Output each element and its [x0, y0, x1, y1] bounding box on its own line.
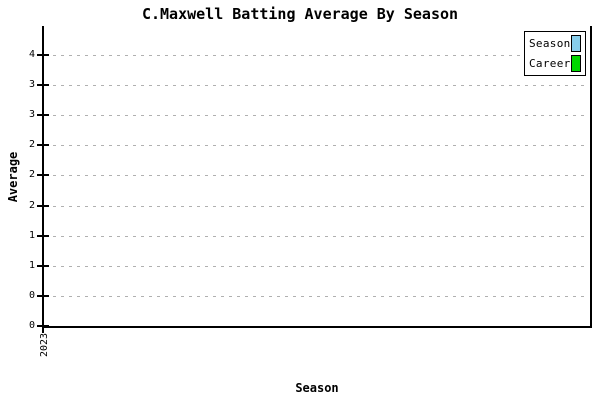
y-tick-label: 3 [28, 79, 35, 90]
gridline [45, 85, 589, 86]
gridline [45, 55, 589, 56]
legend: Season Career [524, 31, 586, 76]
y-tick-label: 1 [28, 230, 35, 241]
gridline [45, 145, 589, 146]
y-tick-label: 2 [28, 139, 35, 150]
x-axis-line [42, 326, 592, 328]
legend-item: Career [529, 54, 581, 72]
gridline [45, 296, 589, 297]
gridline [45, 175, 589, 176]
gridline [45, 266, 589, 267]
gridline [45, 115, 589, 116]
gridline [45, 236, 589, 237]
legend-item-label: Career [529, 56, 571, 70]
x-tick-label: 2023 [39, 332, 50, 358]
y-tick-label: 4 [28, 49, 35, 60]
legend-color-swatch [571, 54, 581, 72]
legend-item: Season [529, 35, 581, 53]
gridline [45, 206, 589, 207]
x-tick-mark [42, 326, 44, 333]
legend-item-label: Season [529, 37, 571, 51]
y-tick-label: 2 [28, 169, 35, 180]
plot-right-border [590, 26, 592, 328]
y-tick-label: 3 [28, 109, 35, 120]
y-axis-line [42, 26, 44, 328]
chart-title: C.Maxwell Batting Average By Season [141, 5, 459, 23]
y-tick-label: 0 [28, 320, 35, 331]
y-tick-label: 2 [28, 200, 35, 211]
y-tick-label: 1 [28, 260, 35, 271]
legend-color-swatch [571, 35, 581, 53]
y-tick-label: 0 [28, 290, 35, 301]
x-axis-label: Season [295, 381, 339, 395]
